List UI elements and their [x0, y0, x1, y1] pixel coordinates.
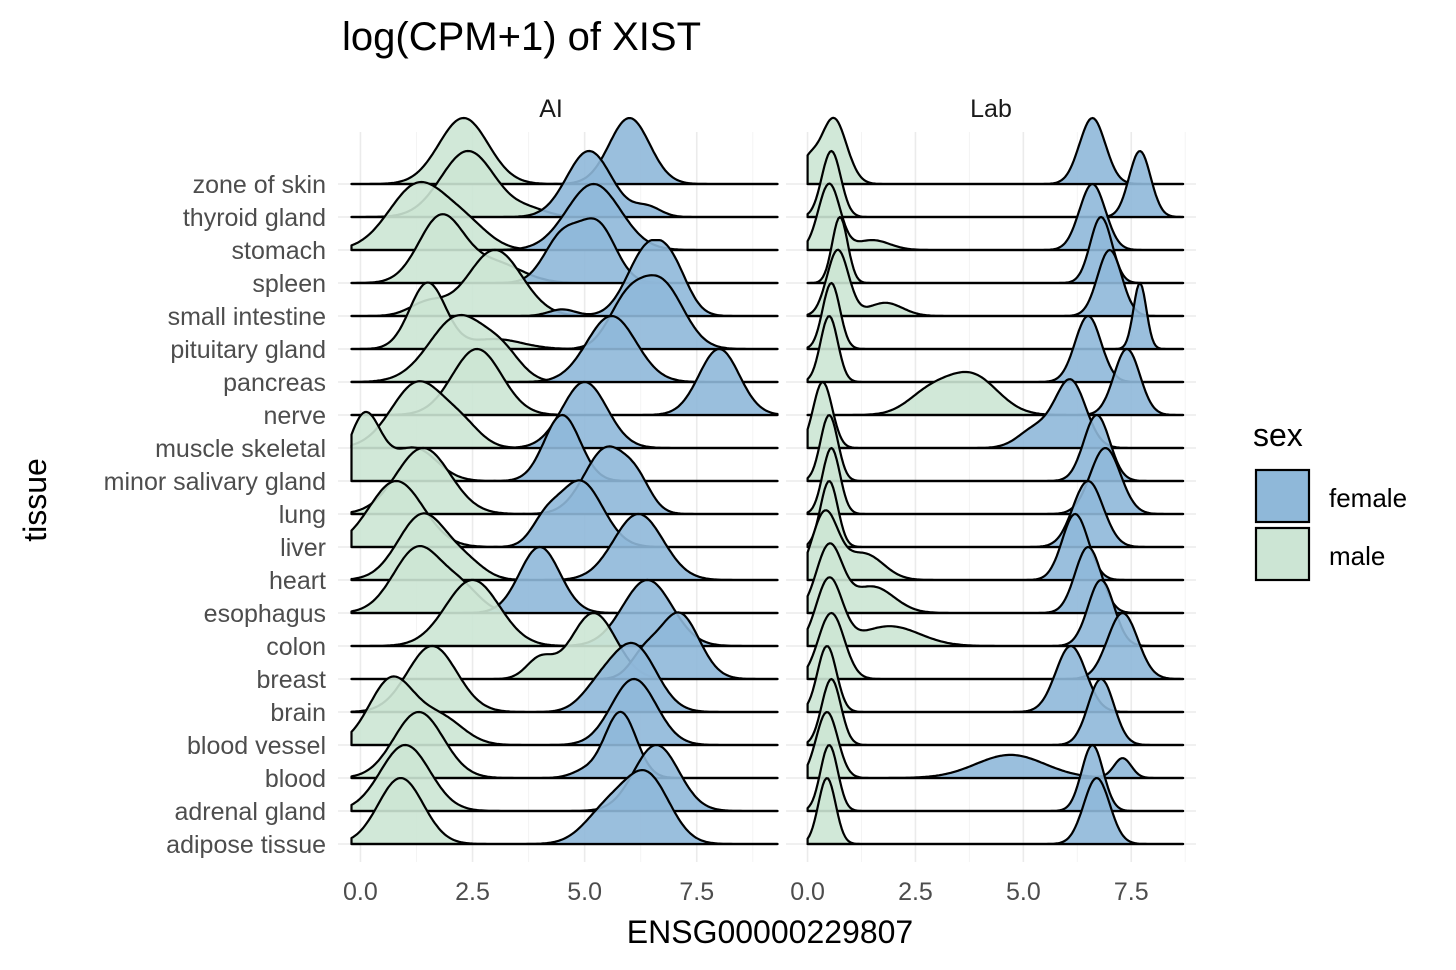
ridge-lab-esophagus-female: [806, 546, 1185, 615]
y-tick-label-blood-vessel: blood vessel: [187, 732, 326, 760]
x-tick-label-lab-1: 2.5: [898, 878, 933, 906]
ridge-ai-zone-of-skin-male: [350, 116, 779, 186]
panel-strip-label-lab: Lab: [970, 95, 1012, 123]
legend-label-female: female: [1329, 483, 1407, 513]
y-tick-label-nerve: nerve: [263, 402, 326, 430]
panel-strip-label-ai: AI: [539, 95, 563, 123]
y-tick-label-colon: colon: [266, 633, 326, 661]
y-tick-label-pancreas: pancreas: [223, 369, 326, 397]
legend-key-female: [1254, 468, 1311, 524]
y-tick-label-minor-salivary-gland: minor salivary gland: [104, 468, 326, 496]
y-tick-label-small-intestine: small intestine: [168, 303, 326, 331]
x-tick-label-ai-2: 5.0: [567, 878, 602, 906]
y-tick-label-muscle-skeletal: muscle skeletal: [155, 435, 326, 463]
ridge-lab-blood-vessel-female: [806, 677, 1185, 747]
ridge-lab-stomach-female: [806, 182, 1185, 252]
legend-label-male: male: [1329, 541, 1385, 571]
ridge-lab-blood-female: [806, 753, 1185, 780]
legend-key-male: [1254, 526, 1311, 582]
ridge-ai-esophagus-female: [350, 545, 779, 615]
x-tick-label-ai-3: 7.5: [679, 878, 714, 906]
y-tick-label-adipose-tissue: adipose tissue: [166, 831, 326, 859]
ridge-lab-liver-female: [806, 480, 1185, 549]
x-tick-label-ai-0: 0.0: [343, 878, 378, 906]
x-tick-labels: 0.0 2.5 5.0 7.5 0.0 2.5 5.0 7.5: [343, 878, 1149, 906]
y-tick-label-thyroid-gland: thyroid gland: [183, 204, 326, 232]
y-tick-label-adrenal-gland: adrenal gland: [174, 798, 326, 826]
ridge-lab-zone-of-skin-male: [806, 116, 1185, 186]
y-tick-label-brain: brain: [270, 699, 326, 727]
ridge-lab-brain-female: [806, 644, 1185, 714]
y-tick-label-stomach: stomach: [232, 237, 326, 265]
x-tick-label-ai-1: 2.5: [455, 878, 490, 906]
y-tick-label-esophagus: esophagus: [204, 600, 326, 628]
ridge-ai-spleen-female: [350, 217, 779, 285]
chart-title: log(CPM+1) of XIST: [342, 15, 701, 59]
x-tick-label-lab-0: 0.0: [790, 878, 825, 906]
y-tick-label-breast: breast: [257, 666, 327, 694]
ridge-lab-small-intestine-female: [806, 248, 1185, 318]
ridge-lab-breast-female: [806, 612, 1185, 681]
panel-ai: [338, 116, 779, 862]
panel-lab: [786, 116, 1196, 862]
y-tick-label-blood: blood: [265, 765, 326, 793]
y-tick-label-spleen: spleen: [252, 270, 326, 298]
x-tick-label-lab-2: 5.0: [1006, 878, 1041, 906]
ridge-lab-thyroid-gland-female: [806, 150, 1185, 219]
y-tick-label-pituitary-gland: pituitary gland: [170, 336, 326, 364]
x-tick-label-lab-3: 7.5: [1114, 878, 1149, 906]
y-axis-title: tissue: [17, 458, 53, 542]
ridge-lab-pituitary-gland-female: [806, 282, 1185, 351]
y-tick-label-heart: heart: [269, 567, 326, 595]
ridge-ai-adipose-tissue-female: [350, 769, 779, 846]
x-axis-title: ENSG00000229807: [627, 914, 913, 950]
y-tick-labels: zone of skin thyroid gland stomach spleen sm…: [104, 171, 326, 859]
legend-title: sex: [1253, 417, 1303, 453]
y-tick-label-liver: liver: [280, 534, 326, 562]
ridge-lab-minor-salivary-gland-female: [806, 414, 1185, 483]
ridge-lab-zone-of-skin-female: [806, 116, 1185, 186]
ridge-lab-nerve-female: [806, 347, 1185, 417]
ridge-ai-pituitary-gland-female: [350, 274, 779, 351]
y-tick-label-lung: lung: [279, 501, 326, 529]
legend: sex female male: [1253, 417, 1407, 582]
ridge-lab-adipose-tissue-female: [806, 777, 1185, 846]
y-tick-label-zone-of-skin: zone of skin: [193, 171, 326, 199]
